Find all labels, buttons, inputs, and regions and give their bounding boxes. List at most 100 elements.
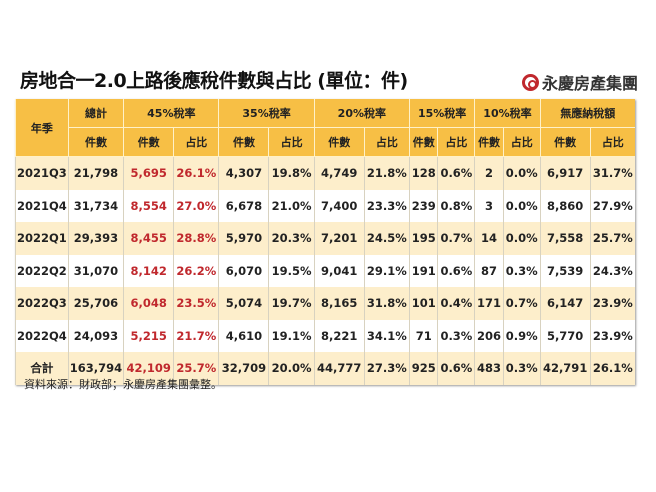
table-cell: 26.1%: [589, 352, 635, 385]
col-group: 10%稅率: [474, 99, 541, 128]
table-cell: 21.0%: [268, 189, 315, 222]
table-cell: 0.7%: [502, 287, 541, 320]
table-cell: 44,777: [313, 352, 365, 385]
table-cell: 0.3%: [502, 352, 541, 385]
table-cell: 28.8%: [173, 222, 219, 255]
table-cell: 31,734: [67, 189, 124, 222]
table-row: 2022Q3 25,706 6,048 23.5% 5,074 19.7% 8,165 31.…: [15, 287, 635, 320]
table-cell: 0.7%: [437, 222, 475, 255]
col-count: 件數: [67, 127, 124, 157]
table-cell: 0.0%: [502, 222, 541, 255]
table-cell: 42,109: [123, 352, 174, 385]
table-cell: 32,709: [218, 352, 269, 385]
table-cell: 0.9%: [502, 319, 541, 352]
col-count: 件數: [218, 127, 269, 157]
table-cell: 19.5%: [268, 254, 315, 287]
table-cell: 5,970: [218, 222, 269, 255]
col-count: 件數: [313, 127, 365, 157]
table-cell: 14: [474, 222, 504, 255]
table-cell: 19.8%: [268, 156, 315, 190]
table-cell: 5,695: [123, 156, 174, 190]
table-cell: 19.7%: [268, 287, 315, 320]
table-row: 合計 163,794 42,109 25.7% 32,709 20.0% 44,777 27.…: [15, 352, 635, 385]
table-cell: 0.3%: [437, 319, 475, 352]
table-cell: 239: [408, 189, 438, 222]
table-cell: 21,798: [67, 156, 124, 190]
source-note: 資料來源：財政部；永慶房產集團彙整。: [24, 378, 222, 391]
table-cell: 0.6%: [437, 352, 475, 385]
table-cell: 4,307: [218, 156, 269, 190]
table-cell: 27.3%: [363, 352, 410, 385]
table-cell: 8,554: [123, 189, 174, 222]
table-cell: 7,558: [539, 222, 591, 255]
page-title: 房地合一2.0上路後應稅件數與占比 (單位：件): [20, 70, 408, 92]
table-cell: 171: [474, 287, 504, 320]
table-cell: 6,048: [123, 287, 174, 320]
table-row: 2022Q4 24,093 5,215 21.7% 4,610 19.1% 8,221 34.…: [15, 319, 635, 352]
table-cell: 27.9%: [589, 189, 635, 222]
table-row: 2021Q4 31,734 8,554 27.0% 6,678 21.0% 7,400 23.…: [15, 189, 635, 222]
table-cell: 23.3%: [363, 189, 410, 222]
table-cell: 5,770: [539, 319, 591, 352]
table-cell: 20.3%: [268, 222, 315, 255]
table-cell: 6,678: [218, 189, 269, 222]
row-label: 2022Q4: [15, 319, 69, 352]
table-cell: 4,610: [218, 319, 269, 352]
table-cell: 9,041: [313, 254, 365, 287]
col-count: 件數: [474, 127, 504, 157]
logo-text: 永慶房產集團: [541, 74, 638, 93]
table-cell: 71: [408, 319, 438, 352]
table-cell: 163,794: [67, 352, 124, 385]
table-cell: 8,455: [123, 222, 174, 255]
table-cell: 8,142: [123, 254, 174, 287]
table-cell: 24.3%: [589, 254, 635, 287]
table-cell: 26.1%: [173, 156, 219, 190]
col-share: 占比: [437, 127, 475, 157]
table-cell: 0.4%: [437, 287, 475, 320]
logo: 永慶房產集團: [521, 70, 638, 94]
table-cell: 21.8%: [363, 156, 410, 190]
col-group: 15%稅率: [408, 99, 475, 128]
col-share: 占比: [502, 127, 541, 157]
table-cell: 483: [474, 352, 504, 385]
col-total: 總計: [67, 99, 124, 128]
table-cell: 29.1%: [363, 254, 410, 287]
table-cell: 101: [408, 287, 438, 320]
tax-table: 年季 總計 45%稅率 35%稅率 20%稅率 15%稅率 10%稅率 無應納稅…: [15, 99, 635, 385]
table-row: 2022Q2 31,070 8,142 26.2% 6,070 19.5% 9,041 29.…: [15, 254, 635, 287]
table-cell: 0.6%: [437, 156, 475, 190]
table-cell: 31.8%: [363, 287, 410, 320]
col-share: 占比: [173, 127, 219, 157]
table-cell: 31,070: [67, 254, 124, 287]
col-group: 無應納稅額: [539, 99, 635, 128]
table-cell: 24.5%: [363, 222, 410, 255]
table-cell: 191: [408, 254, 438, 287]
col-group: 20%稅率: [313, 99, 410, 128]
table-cell: 6,147: [539, 287, 591, 320]
table-cell: 6,917: [539, 156, 591, 190]
table-cell: 3: [474, 189, 504, 222]
col-group: 35%稅率: [218, 99, 315, 128]
col-count: 件數: [539, 127, 591, 157]
table-cell: 26.2%: [173, 254, 219, 287]
table-cell: 27.0%: [173, 189, 219, 222]
table-row: 2021Q3 21,798 5,695 26.1% 4,307 19.8% 4,749 21.…: [15, 156, 635, 190]
table-cell: 8,221: [313, 319, 365, 352]
header-row-2: 件數 件數 占比 件數 占比 件數 占比 件數 占比 件數 占比 件數 占比: [16, 127, 635, 157]
col-group: 45%稅率: [123, 99, 219, 128]
table-cell: 0.0%: [502, 189, 541, 222]
table-cell: 0.0%: [502, 156, 541, 190]
table-cell: 0.3%: [502, 254, 541, 287]
table-cell: 2: [474, 156, 504, 190]
table-cell: 0.8%: [437, 189, 475, 222]
table-cell: 24,093: [67, 319, 124, 352]
table-cell: 19.1%: [268, 319, 315, 352]
row-label: 2022Q1: [15, 222, 69, 255]
table-cell: 25,706: [67, 287, 124, 320]
table-cell: 23.9%: [589, 287, 635, 320]
col-count: 件數: [408, 127, 438, 157]
logo-icon: [521, 73, 539, 91]
row-label: 2021Q3: [15, 156, 69, 190]
col-share: 占比: [363, 127, 410, 157]
row-label: 合計: [15, 352, 69, 385]
